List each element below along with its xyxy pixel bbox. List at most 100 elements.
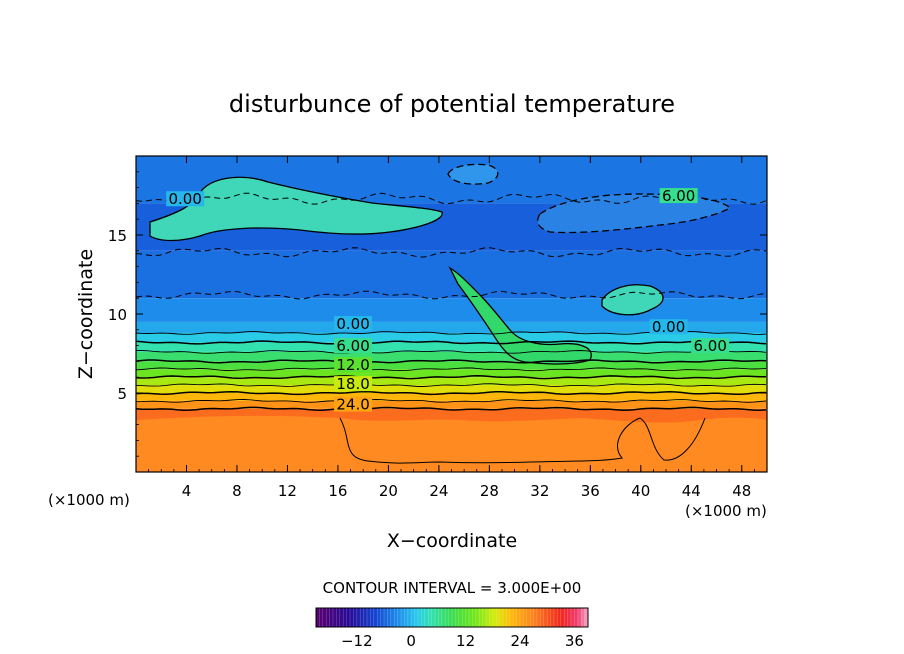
x-axis-right-unit: (×1000 m) [685, 502, 767, 520]
right-warm-region [601, 284, 664, 316]
temperature-anomalies [136, 163, 767, 472]
contour-line [136, 290, 767, 300]
contour-label-bg [334, 396, 373, 412]
contour-line [136, 390, 767, 396]
colorbar-cell [316, 608, 320, 627]
colorbar-cell [584, 608, 589, 627]
colorbar-cell [543, 608, 548, 627]
contour-label-bg [649, 319, 688, 335]
colorbar-cell [530, 608, 534, 627]
temperature-band [136, 369, 767, 378]
colorbar-cell [458, 608, 463, 627]
y-axis-ticks: 5 10 15 [108, 171, 767, 457]
colorbar-cell [486, 608, 490, 627]
colorbar-cell [407, 608, 412, 627]
colorbar-cell [574, 608, 579, 627]
colorbar-cell [397, 608, 402, 627]
contour-line [136, 350, 767, 354]
contour-line [136, 367, 767, 372]
colorbar-cell [564, 608, 568, 627]
contour-line [136, 247, 767, 258]
colorbar-cell [319, 608, 324, 627]
colorbar-cell [516, 608, 521, 627]
contour-label: 6.00 [336, 337, 369, 355]
lower-contour-line [339, 417, 706, 464]
colorbar-cell [567, 608, 572, 627]
colorbar-cell [329, 608, 334, 627]
y-tick-label: 5 [117, 385, 127, 403]
colorbar-cell [513, 608, 517, 627]
colorbar-cell [547, 608, 551, 627]
colorbar-cell [465, 608, 470, 627]
x-tick-label: 44 [682, 482, 701, 500]
x-tick-label: 8 [232, 482, 242, 500]
colorbar-cell [537, 608, 541, 627]
upper-left-warm-region [149, 176, 443, 242]
top-cold-region [447, 163, 499, 185]
contour-label-bg [659, 188, 698, 204]
colorbar-cell [554, 608, 558, 627]
colorbar-cell [550, 608, 555, 627]
contour-label-bg [334, 357, 373, 373]
x-tick-label: 16 [328, 482, 347, 500]
colorbar-cell [380, 608, 385, 627]
colorbar-frame [315, 607, 589, 628]
colorbar-cell [343, 608, 347, 627]
contour-lines [136, 192, 767, 411]
chart-title: disturbunce of potential temperature [229, 90, 675, 118]
contour-label: 6.00 [662, 187, 695, 205]
temperature-band [136, 321, 767, 333]
colorbar-tick-label: −12 [341, 632, 373, 650]
contour-label-bg [691, 338, 730, 354]
x-tick-label: 32 [530, 482, 549, 500]
temperature-band [136, 393, 767, 401]
contour-label: 0.00 [169, 190, 202, 208]
colorbar-cell [560, 608, 565, 627]
colorbar-cell [390, 608, 395, 627]
contour-label: 12.0 [336, 356, 369, 374]
temperature-band [136, 342, 767, 352]
colorbar-cell [523, 608, 528, 627]
colorbar-tick-label: 0 [406, 632, 416, 650]
colorbar-cell [326, 608, 330, 627]
contour-label-bg [334, 376, 373, 392]
x-tick-label: 24 [429, 482, 448, 500]
colorbar-cell [503, 608, 507, 627]
contour-line [136, 192, 767, 205]
colorbar-cell [482, 608, 487, 627]
central-warm-tongue [448, 266, 592, 365]
upper-right-cold-region [537, 193, 732, 234]
x-axis-left-unit: (×1000 m) [48, 491, 130, 509]
colorbar-cell [455, 608, 460, 627]
contour-label-bg [166, 191, 205, 207]
colorbar-cell [424, 608, 429, 627]
x-axis-label: X−coordinate [387, 530, 517, 552]
colorbar-cell [577, 608, 582, 627]
colorbar-cell [475, 608, 480, 627]
colorbar-cell [581, 608, 585, 627]
x-tick-label: 4 [182, 482, 192, 500]
contour-line [136, 340, 767, 345]
x-tick-label: 40 [631, 482, 650, 500]
colorbar-cell [373, 608, 378, 627]
colorbar-cell [401, 608, 405, 627]
colorbar-cell [431, 608, 436, 627]
colorbar-cell [394, 608, 398, 627]
temperature-band [136, 400, 767, 409]
temperature-band [136, 377, 767, 386]
temperature-band [136, 361, 767, 370]
colorbar-tick-label: 12 [456, 632, 475, 650]
colorbar-cell [367, 608, 371, 627]
temperature-band [136, 385, 767, 393]
contour-label: 18.0 [336, 375, 369, 393]
colorbar-cell [533, 608, 538, 627]
colorbar-cell [526, 608, 531, 627]
colorbar-cell [438, 608, 443, 627]
x-tick-label: 48 [732, 482, 751, 500]
x-tick-label: 28 [480, 482, 499, 500]
y-tick-label: 15 [108, 227, 127, 245]
contour-label: 6.00 [694, 337, 727, 355]
x-axis-ticks: 4 8 12 16 20 24 28 32 36 40 44 48 [148, 156, 755, 500]
